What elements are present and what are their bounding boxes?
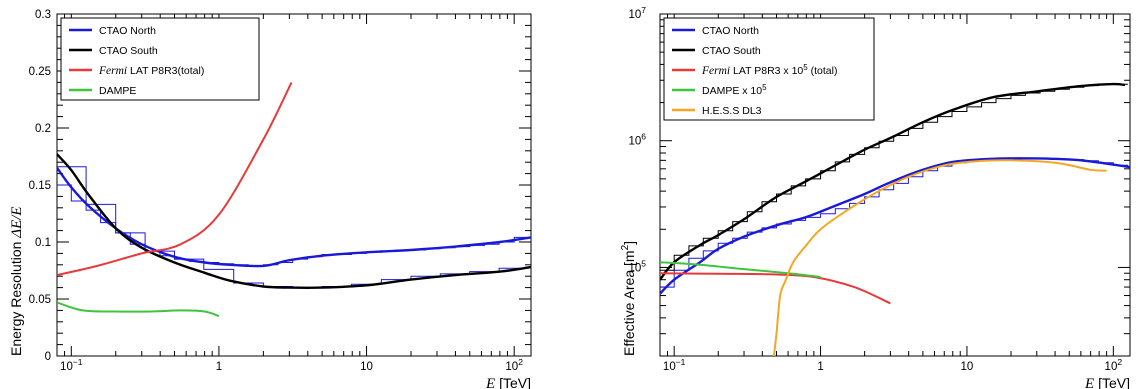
y-tick-base: 10 <box>628 9 641 21</box>
legend-label: DAMPE <box>99 85 136 97</box>
y-tick-label: 105 <box>628 258 646 274</box>
legend-label: Fermi LAT P8R3(total) <box>98 65 204 77</box>
legend-label: CTAO South <box>702 45 761 57</box>
series-line-3 <box>57 301 220 318</box>
y-axis-variable: ΔE/E <box>9 206 25 238</box>
series-line-3 <box>660 261 821 278</box>
legend: CTAO North CTAO South Fermi LAT P8R3(total… <box>60 17 260 101</box>
plot-frame <box>659 13 1131 357</box>
legend-italic: Fermi <box>701 65 730 77</box>
legend-label: DAMPE x 105 <box>702 83 767 97</box>
y-axis-title: Effective Area [m2] <box>620 241 637 356</box>
y-axis-text: Energy Resolution <box>8 238 24 356</box>
legend-text-span: CTAO North <box>99 25 156 37</box>
x-tick-label: 10 <box>961 361 974 373</box>
bin-steps-1 <box>57 166 529 289</box>
x-axis-variable: E <box>485 376 495 389</box>
legend-label: CTAO North <box>702 25 759 37</box>
series-line-0 <box>57 167 531 268</box>
x-axis-unit: [TeV] <box>1094 375 1130 389</box>
x-axis-unit: [TeV] <box>495 375 531 389</box>
legend-text-span: LAT P8R3(total) <box>127 65 204 77</box>
legend-exponent: 5 <box>803 63 808 72</box>
series-line-2 <box>57 81 293 277</box>
legend-italic: Fermi <box>98 65 127 77</box>
x-tick-label: 102 <box>505 357 523 373</box>
y-tick-base: 10 <box>628 136 641 148</box>
legend-exponent: 5 <box>762 83 767 92</box>
x-tick-exponent: −1 <box>676 357 686 367</box>
y-tick-base: 10 <box>628 262 641 274</box>
x-axis-title: E [TeV] <box>1084 375 1130 389</box>
series-line-0 <box>660 157 1130 295</box>
y-tick-exponent: 5 <box>641 258 646 268</box>
y-tick-label: 107 <box>628 5 646 21</box>
y-axis-text: Effective Area [m <box>621 250 637 356</box>
y-tick-exponent: 7 <box>641 5 646 15</box>
series-line-2 <box>660 272 891 305</box>
x-tick-exponent: 2 <box>518 357 523 367</box>
y-axis-exponent: 2 <box>620 244 631 250</box>
x-axis-variable: E <box>1084 376 1094 389</box>
series-line-4 <box>772 159 1107 356</box>
legend-text-span: DAMPE x 10 <box>702 85 762 97</box>
y-tick-exponent: 6 <box>641 132 646 142</box>
y-tick-label: 106 <box>628 132 646 148</box>
legend-text-span: CTAO South <box>702 45 761 57</box>
x-axis-title: E [TeV] <box>485 375 531 389</box>
legend-text-span: CTAO North <box>702 25 759 37</box>
x-tick-base: 10 <box>961 361 974 373</box>
y-tick-label: 0 <box>45 351 51 363</box>
y-axis-text-end: ] <box>621 241 637 245</box>
legend-text-end: (total) <box>808 65 838 77</box>
series-line-1 <box>660 82 1126 281</box>
x-tick-base: 10 <box>360 361 373 373</box>
y-tick-label: 0.25 <box>29 66 51 78</box>
legend-text-span: DAMPE <box>99 85 136 97</box>
legend-label: CTAO South <box>99 45 158 57</box>
x-tick-label: 1 <box>817 361 823 373</box>
x-tick-base: 10 <box>1105 361 1118 373</box>
x-tick-base: 10 <box>60 361 73 373</box>
x-tick-base: 1 <box>817 361 823 373</box>
y-tick-label: 0.3 <box>35 9 51 21</box>
x-tick-exponent: −1 <box>73 357 83 367</box>
y-tick-label: 0.2 <box>35 123 51 135</box>
plot-area <box>660 82 1130 356</box>
x-tick-label: 102 <box>1105 357 1123 373</box>
legend-box <box>663 17 875 121</box>
series-line-1 <box>57 153 531 290</box>
x-tick-label: 10 <box>360 361 373 373</box>
y-tick-label: 0.05 <box>29 294 51 306</box>
x-tick-exponent: 2 <box>1117 357 1122 367</box>
legend-text-span: H.E.S.S DL3 <box>702 105 762 117</box>
legend-label: Fermi LAT P8R3 x 105 (total) <box>701 63 837 77</box>
y-tick-label: 0.1 <box>35 237 51 249</box>
x-tick-label: 10−1 <box>60 357 83 373</box>
x-axis: 10−1 1 10 102 <box>659 14 1123 373</box>
legend-label: H.E.S.S DL3 <box>702 105 762 117</box>
y-axis-title: Energy Resolution ΔE/E <box>8 206 25 356</box>
legend-box <box>60 17 260 101</box>
plot-area <box>57 81 531 318</box>
legend-text-span: LAT P8R3 x 10 <box>730 65 803 77</box>
x-tick-label: 1 <box>216 361 222 373</box>
legend-label: CTAO North <box>99 25 156 37</box>
y-axis: 0 0.05 0.1 0.15 0.2 0.25 0.3 <box>29 9 531 363</box>
y-tick-label: 0.15 <box>29 180 51 192</box>
bin-steps-0 <box>57 184 529 267</box>
legend-text-span: CTAO South <box>99 45 158 57</box>
x-tick-label: 10−1 <box>663 357 686 373</box>
x-tick-base: 1 <box>216 361 222 373</box>
x-tick-base: 10 <box>505 361 518 373</box>
x-tick-base: 10 <box>663 361 676 373</box>
